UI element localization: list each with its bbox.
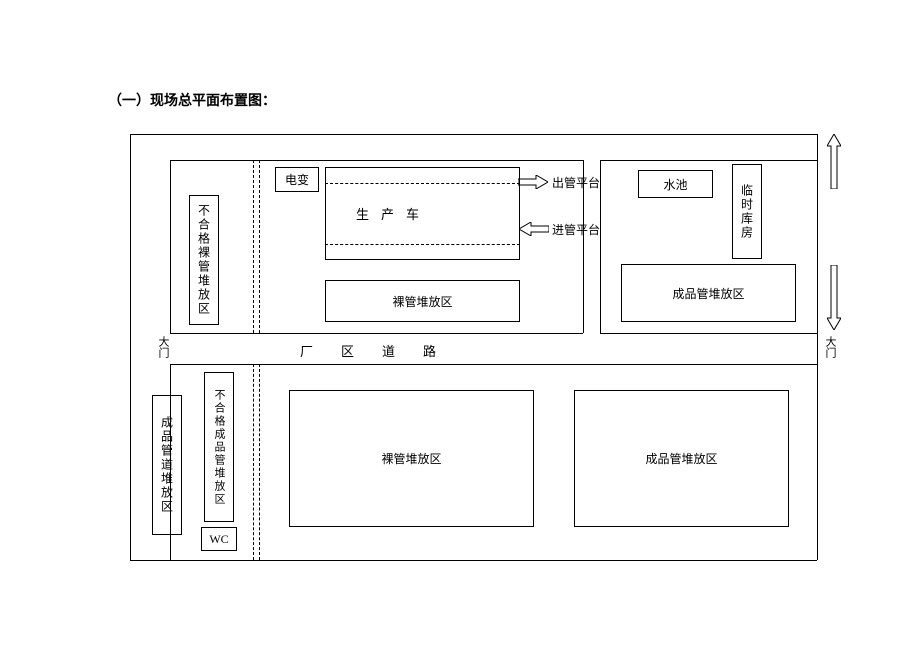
box-bare-1: 裸管堆放区: [325, 280, 520, 322]
box-finished-2: 成品管堆放区: [574, 390, 789, 527]
arrow-up: [827, 134, 841, 189]
arrow-in: [519, 222, 549, 236]
outer-bottom-line: [130, 560, 817, 561]
road-label: 厂区道路: [300, 341, 464, 360]
label-pool: 水池: [663, 176, 687, 193]
road-top-line-r: [600, 333, 817, 334]
label-finished-pipeway: 成品管道堆放区: [159, 416, 176, 514]
box-bare-2: 裸管堆放区: [289, 390, 534, 527]
upper-top-line: [170, 160, 583, 161]
box-reject-bare: 不合格裸管堆放区: [189, 195, 219, 325]
road-top-line-l: [170, 333, 583, 334]
gate-right: 大门: [822, 336, 838, 358]
dashed-out-pipe: [325, 183, 520, 184]
box-temp-store: 临时库房: [732, 164, 762, 259]
box-pool: 水池: [638, 170, 713, 198]
label-wc: WC: [209, 532, 228, 547]
page-title: （一）现场总平面布置图：: [108, 90, 276, 110]
arrow-out: [518, 175, 548, 189]
dashed-v-4: [259, 364, 260, 560]
dashed-in-pipe: [325, 244, 520, 245]
dashed-v-3: [253, 364, 254, 560]
dashed-v-2: [259, 160, 260, 333]
outer-left-line: [130, 134, 131, 560]
outer-top-line: [130, 134, 817, 135]
box-workshop: 生产车: [325, 167, 520, 260]
label-reject-finished: 不合格成品管堆放区: [211, 389, 227, 506]
label-bare-1: 裸管堆放区: [392, 293, 452, 310]
label-reject-bare: 不合格裸管堆放区: [196, 204, 213, 316]
dashed-v-1: [253, 160, 254, 333]
upper-top-line-r: [600, 160, 817, 161]
outer-right-line: [817, 134, 818, 560]
label-workshop: 生产车: [356, 204, 431, 223]
arrow-down: [827, 265, 841, 330]
gate-left: 大门: [155, 336, 171, 358]
box-finished-1: 成品管堆放区: [621, 264, 796, 322]
label-in-platform: 进管平台: [552, 221, 600, 238]
label-temp-store: 临时库房: [739, 184, 756, 240]
box-wc: WC: [201, 527, 237, 551]
road-bottom-line: [170, 364, 817, 365]
label-finished-2: 成品管堆放区: [645, 450, 717, 467]
box-reject-finished: 不合格成品管堆放区: [204, 372, 234, 522]
label-out-platform: 出管平台: [552, 174, 600, 191]
box-finished-pipeway: 成品管道堆放区: [152, 395, 182, 535]
label-bare-2: 裸管堆放区: [381, 450, 441, 467]
label-finished-1: 成品管堆放区: [672, 285, 744, 302]
inner-mid-upper-2: [600, 160, 601, 333]
label-dianbian: 电变: [285, 171, 309, 188]
inner-left-upper: [170, 160, 171, 333]
box-dianbian: 电变: [275, 167, 319, 192]
